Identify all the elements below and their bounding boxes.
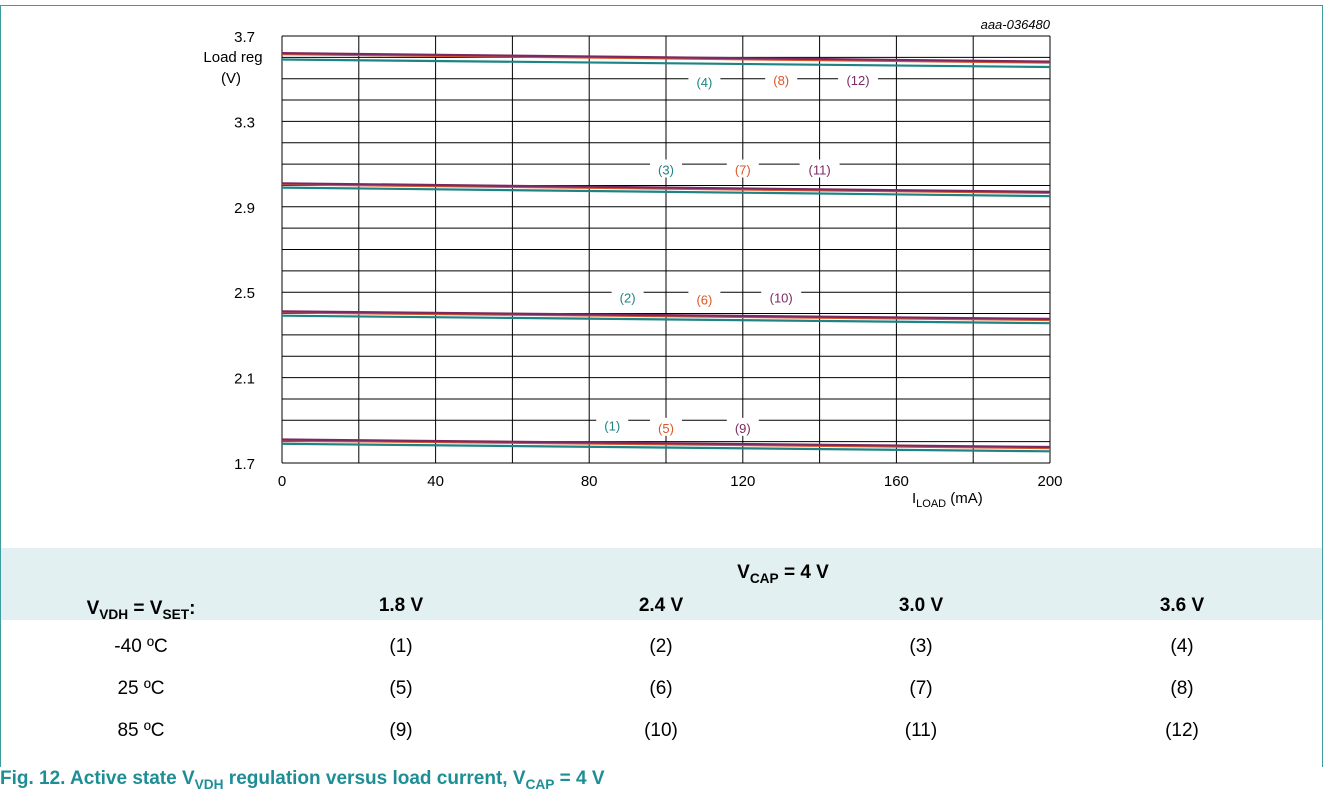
- legend-row-label: 25 ºC: [117, 678, 165, 699]
- series-annotation-label: (4): [696, 75, 712, 90]
- annotation-bg: [650, 417, 682, 436]
- legend-col-3: 3.0 V: [898, 595, 944, 616]
- series-line-2: [281, 314, 1051, 325]
- series-annotation-label: (3): [658, 163, 674, 178]
- chart-annotations: (1) (5) (9) (2) (6) (10) (3) (7) (11) (4) (8) (12): [596, 69, 878, 436]
- annotation-bg: [799, 159, 840, 178]
- legend-row-label: -40 ºC: [114, 636, 168, 657]
- series-annotation-label: (1): [604, 419, 620, 434]
- figure-caption: Fig. 12. Active state VVDH regulation ve…: [0, 768, 605, 792]
- legend-cell: (1): [389, 636, 413, 657]
- y-tick-label: 2.1: [234, 371, 255, 388]
- annotation-bg: [596, 415, 629, 434]
- series-line-1: [281, 442, 1051, 453]
- annotation-bg: [726, 159, 759, 178]
- legend-cell: (5): [389, 678, 413, 699]
- legend-cell: (4): [1170, 636, 1194, 657]
- y-tick-label: 1.7: [234, 456, 255, 473]
- chart-grid: [281, 35, 1051, 464]
- series-annotation-label: (8): [773, 73, 789, 88]
- x-axis-label: ILOAD (mA): [912, 490, 983, 510]
- legend-cell: (6): [649, 678, 673, 699]
- x-tick-label: 200: [1037, 473, 1062, 490]
- legend-header-band: [1, 548, 1322, 620]
- series-line-9: [281, 438, 1051, 449]
- legend-cell: (8): [1170, 678, 1194, 699]
- series-annotation-label: (12): [846, 73, 869, 88]
- legend-cell: (12): [1165, 720, 1199, 741]
- series-line-11: [281, 182, 1051, 193]
- legend-cell: (10): [644, 720, 678, 741]
- legend-cell: (2): [649, 636, 673, 657]
- series-annotation-label: (9): [735, 421, 751, 436]
- annotation-bg: [761, 287, 802, 306]
- series-annotation-label: (10): [770, 291, 793, 306]
- series-line-12: [281, 52, 1051, 63]
- annotation-bg: [650, 159, 682, 178]
- series-line-3: [281, 186, 1051, 198]
- legend-cell: (9): [389, 720, 413, 741]
- series-annotation-label: (6): [696, 293, 712, 308]
- annotation-bg: [611, 287, 644, 306]
- chart-tick-labels: 0 40 80 120 160 200 1.7 2.1 2.5 2.9 3.3 3.7: [234, 29, 1062, 490]
- y-tick-label: 2.9: [234, 200, 255, 217]
- series-annotation-label: (5): [658, 421, 674, 436]
- y-tick-label: 3.3: [234, 114, 255, 131]
- legend-cell: (7): [909, 678, 933, 699]
- x-tick-label: 120: [730, 473, 755, 490]
- legend-row-label-vdh: VVDH = VSET:: [86, 598, 196, 622]
- figure-frame: [0, 5, 1323, 767]
- series-annotation-label: (7): [735, 163, 751, 178]
- figure-id: aaa-036480: [981, 17, 1051, 32]
- annotation-bg: [726, 417, 759, 436]
- x-axis-label-unit: (mA): [946, 490, 983, 507]
- y-tick-label: 2.5: [234, 285, 255, 302]
- y-tick-label: 3.7: [234, 29, 255, 46]
- series-line-4: [281, 58, 1051, 69]
- legend-col-1: 1.8 V: [378, 595, 424, 616]
- x-tick-label: 40: [427, 473, 444, 490]
- x-tick-label: 80: [581, 473, 598, 490]
- legend-cell: (3): [909, 636, 933, 657]
- chart: (1) (5) (9)(2) (6) (10)(3) (7) (11)(4) (8) (12) …: [203, 17, 1062, 510]
- y-axis-label-line1: Load reg: [203, 49, 262, 66]
- x-tick-label: 160: [884, 473, 909, 490]
- x-axis-label-main: I: [912, 490, 916, 507]
- y-axis-label-line2: (V): [221, 70, 241, 87]
- chart-series: [281, 52, 1051, 453]
- annotation-bg: [688, 71, 721, 90]
- series-annotation-label: (11): [809, 163, 831, 178]
- x-tick-label: 0: [278, 473, 286, 490]
- legend-col-2: 2.4 V: [638, 595, 684, 616]
- legend-row-label: 85 ºC: [117, 720, 165, 741]
- series-annotation-label: (2): [620, 291, 636, 306]
- legend-col-4: 3.6 V: [1159, 595, 1205, 616]
- annotation-bg: [688, 289, 721, 308]
- series-line-10: [281, 310, 1051, 320]
- annotation-bg: [838, 69, 878, 88]
- legend-cell: (11): [904, 720, 938, 741]
- legend-header-vcap: VCAP = 4 V: [737, 562, 829, 586]
- x-axis-label-sub: LOAD: [916, 498, 946, 510]
- annotation-bg: [765, 69, 798, 88]
